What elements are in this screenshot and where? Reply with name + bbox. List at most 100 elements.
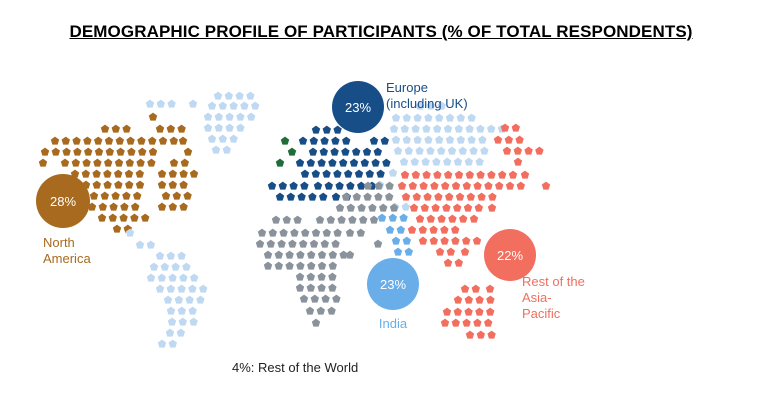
map-dot-light-blue [443, 124, 453, 133]
map-dot-europe [308, 147, 318, 156]
map-dot-light-blue [456, 135, 465, 144]
map-dot-light-blue [413, 135, 422, 144]
map-dot-asia-pacific [407, 225, 417, 234]
map-dot-asia-pacific [401, 192, 411, 201]
map-dot-light-blue [225, 112, 234, 121]
map-dot-asia-pacific [454, 170, 464, 179]
map-dot-rest-of-world [339, 250, 348, 259]
map-dot-light-blue [218, 134, 227, 143]
map-dot-light-blue [410, 157, 419, 166]
map-dot-rest-of-world [295, 272, 305, 281]
map-dot-north-america [161, 191, 171, 200]
map-dot-rest-of-world [357, 203, 366, 212]
map-dot-europe [331, 192, 341, 201]
map-dot-north-america [169, 158, 179, 167]
map-dot-rest-of-world [295, 283, 305, 292]
map-dot-asia-pacific [442, 307, 452, 316]
map-dot-asia-pacific [442, 203, 451, 212]
map-dot-light-blue [247, 112, 256, 121]
map-dot-north-america [130, 213, 139, 222]
map-dot-europe [330, 147, 339, 156]
map-dot-europe [357, 181, 366, 190]
map-dot-europe [311, 169, 320, 178]
map-dot-north-america [108, 213, 117, 222]
map-dot-north-america [136, 158, 145, 167]
map-dot-light-blue [402, 135, 411, 144]
map-dot-light-blue [437, 101, 446, 110]
map-dot-light-blue [236, 112, 245, 121]
map-dot-north-america [115, 136, 124, 145]
map-dot-europe [311, 125, 321, 134]
map-dot-north-america [135, 180, 145, 189]
map-dot-light-blue [177, 306, 186, 315]
map-dot-rest-of-world [282, 215, 291, 224]
map-dot-europe [286, 192, 295, 201]
map-dot-north-america [119, 213, 128, 222]
map-dot-rest-of-world [332, 294, 341, 303]
map-dot-europe [360, 158, 369, 167]
map-dot-light-blue [240, 101, 249, 110]
map-dot-north-america [82, 158, 91, 167]
map-dot-india [391, 236, 401, 245]
map-dot-light-blue [246, 91, 255, 100]
map-dot-north-america [94, 136, 103, 145]
map-dot-north-america [114, 180, 123, 189]
map-dot-asia-pacific [440, 225, 449, 234]
map-dot-north-america [179, 180, 188, 189]
map-dot-europe [278, 181, 287, 190]
map-dot-light-blue [165, 328, 175, 337]
map-dot-north-america [84, 147, 93, 156]
map-dot-europe [333, 169, 342, 178]
map-dot-north-america [125, 158, 134, 167]
map-dot-asia-pacific [441, 181, 450, 190]
map-dot-north-america [94, 147, 104, 156]
map-dot-europe [298, 136, 308, 145]
map-dot-light-blue [391, 113, 401, 122]
map-dot-europe [352, 147, 361, 156]
map-dot-light-blue [401, 202, 410, 211]
map-dot-light-blue [424, 135, 433, 144]
map-dot-light-blue [199, 284, 208, 293]
map-dot-light-blue [453, 157, 463, 166]
map-dot-asia-pacific [460, 247, 470, 256]
map-dot-europe [300, 169, 310, 178]
map-dot-north-america [73, 147, 82, 156]
map-dot-rest-of-world [337, 215, 346, 224]
map-dot-rest-of-world [345, 228, 355, 237]
map-dot-asia-pacific [418, 236, 428, 245]
map-dot-north-america [126, 136, 135, 145]
map-dot-asia-pacific [462, 236, 471, 245]
asia-pacific-value-label: 22% [497, 248, 523, 263]
map-dot-rest-of-world [385, 181, 394, 190]
map-dot-rest-of-world [356, 228, 365, 237]
map-dot-light-blue [456, 113, 465, 122]
map-dot-asia-pacific [473, 181, 482, 190]
map-dot-asia-pacific [443, 258, 453, 267]
map-dot-light-blue [415, 146, 424, 155]
map-dot-rest-of-world [309, 239, 319, 248]
map-dot-north-america [114, 169, 123, 178]
map-dot-light-blue [411, 124, 420, 133]
map-dot-asia-pacific [412, 192, 421, 201]
map-dot-north-america [71, 158, 80, 167]
map-dot-light-blue [225, 123, 234, 132]
map-dot-asia-pacific [455, 192, 465, 201]
map-dot-north-america [141, 213, 150, 222]
map-dot-rest-of-world [328, 272, 337, 281]
map-dot-light-blue [163, 295, 173, 304]
map-dot-north-america [81, 169, 90, 178]
map-dot-north-america [155, 124, 165, 133]
map-dot-light-blue [389, 124, 399, 133]
map-dot-north-america [133, 191, 142, 200]
europe-bubble [332, 81, 384, 133]
map-dot-rest-of-world [317, 261, 327, 270]
map-dot-light-blue [224, 91, 233, 100]
map-dot-asia-pacific [429, 236, 438, 245]
map-dot-north-america [138, 147, 147, 156]
map-dot-light-blue [145, 99, 155, 108]
map-dot-rest-of-world [341, 192, 351, 201]
map-dot-rest-of-world [320, 239, 329, 248]
map-dot-light-blue [189, 317, 198, 326]
map-dot-asia-pacific [541, 181, 551, 190]
